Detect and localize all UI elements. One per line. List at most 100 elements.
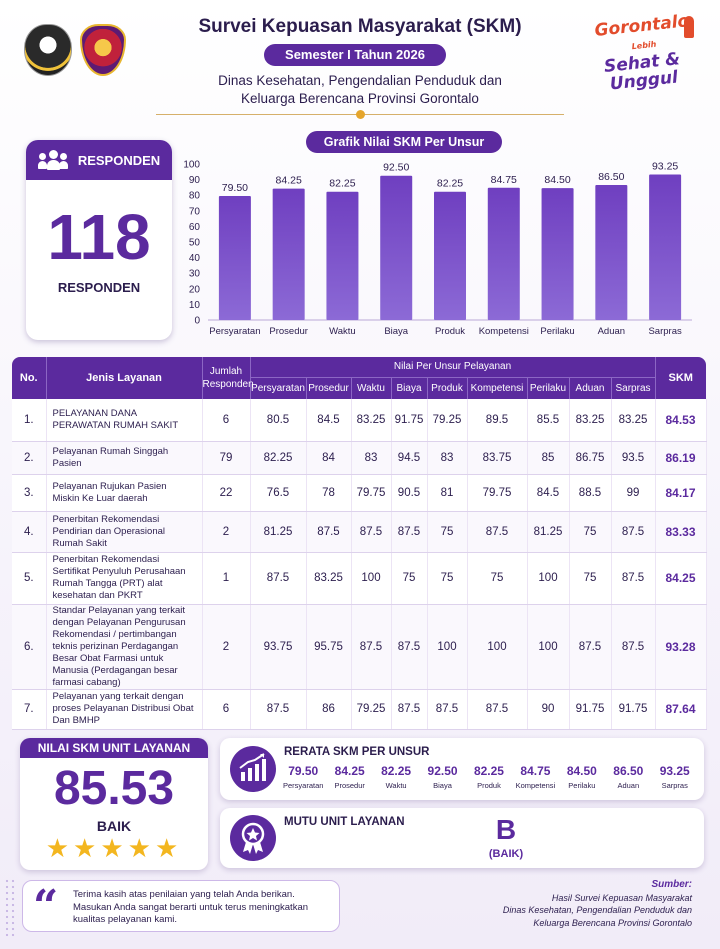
- unit-score: 79.75: [467, 474, 528, 512]
- rerata-label: Prosedur: [334, 781, 365, 790]
- unit-score: 87.5: [351, 604, 392, 690]
- unit-score: 95.75: [306, 604, 352, 690]
- quote-icon: “: [33, 881, 59, 932]
- respondent-count: 22: [202, 474, 251, 512]
- unit-score: 88.5: [569, 474, 612, 512]
- rerata-card: RERATA SKM PER UNSUR 79.50 Persyaratan 84.…: [220, 738, 704, 800]
- header-no: No.: [12, 357, 47, 399]
- rerata-label: Kompetensi: [515, 781, 556, 790]
- source-line-3: Keluarga Berencana Provinsi Gorontalo: [533, 917, 692, 928]
- unit-score: 75: [391, 552, 428, 605]
- brand-slogan-logo: Gorontalo Lebih Sehat & Unggul: [588, 11, 698, 94]
- thank-you-note: “ Terima kasih atas penilaian yang telah…: [22, 880, 340, 932]
- header-unit-aduan: Aduan: [569, 377, 612, 399]
- y-tick-label: 10: [189, 300, 201, 311]
- x-tick-label: Persyaratan: [209, 326, 260, 337]
- y-tick-label: 100: [183, 160, 200, 171]
- growth-chart-icon: [230, 746, 276, 792]
- x-tick-label: Sarpras: [648, 326, 682, 337]
- rerata-label: Sarpras: [661, 781, 688, 790]
- department-line-2: Keluarga Berencana Provinsi Gorontalo: [241, 91, 479, 106]
- row-number: 1.: [12, 399, 47, 442]
- table-row: 4. Penerbitan Rekomendasi Pendirian dan O…: [12, 511, 707, 553]
- unit-score: 82.25: [250, 441, 307, 475]
- unit-score: 83.25: [306, 552, 352, 605]
- unit-score: 100: [467, 604, 528, 690]
- unit-score: 85.5: [527, 399, 570, 442]
- table-row: 5. Penerbitan Rekomendasi Sertifikat Peny…: [12, 552, 707, 605]
- responden-count: 118: [47, 201, 151, 273]
- header-jumlah-responden: Jumlah Responden: [202, 357, 254, 399]
- rerata-item: 93.25 Sarpras: [652, 764, 698, 790]
- service-name: PELAYANAN DANA PERAWATAN RUMAH SAKIT: [46, 399, 203, 442]
- unit-score: 75: [569, 511, 612, 553]
- source-line-1: Hasil Survei Kepuasan Masyarakat: [551, 892, 692, 903]
- unit-score: 87.5: [467, 689, 528, 730]
- header-unit-prosedur: Prosedur: [306, 377, 352, 399]
- skm-score: 84.25: [655, 552, 707, 605]
- respondent-count: 2: [202, 604, 251, 690]
- rerata-item: 79.50 Persyaratan: [280, 764, 326, 790]
- skm-bar-chart: 0 10 20 30 40 50 60 70 80 90 100 79.50 Persyaratan 84…: [183, 160, 692, 337]
- table-row: 6. Standar Pelayanan yang terkait dengan …: [12, 604, 707, 690]
- unit-score: 84.5: [527, 474, 570, 512]
- bar-value-label: 86.50: [598, 171, 624, 183]
- x-tick-label: Kompetensi: [479, 326, 529, 337]
- chart-title: Grafik Nilai SKM Per Unsur: [306, 131, 502, 153]
- respondent-count: 6: [202, 689, 251, 730]
- unit-skm-value: 85.53: [53, 762, 175, 815]
- mutu-grade-label: (BAIK): [488, 848, 524, 860]
- unit-score: 87.5: [611, 552, 656, 605]
- row-number: 4.: [12, 511, 47, 553]
- header-unit-perilaku: Perilaku: [527, 377, 570, 399]
- y-tick-label: 50: [189, 238, 201, 249]
- bar-value-label: 93.25: [652, 161, 678, 173]
- x-tick-label: Waktu: [329, 326, 356, 337]
- skm-score: 84.17: [655, 474, 707, 512]
- unit-score: 87.5: [569, 604, 612, 690]
- header-skm: SKM: [655, 357, 707, 399]
- unit-score: 100: [527, 552, 570, 605]
- x-tick-label: Aduan: [598, 326, 625, 337]
- unit-score: 80.5: [250, 399, 307, 442]
- unit-score: 83: [427, 441, 468, 475]
- unit-skm-label: BAIK: [96, 818, 132, 834]
- table-row: 1. PELAYANAN DANA PERAWATAN RUMAH SAKIT 6 8…: [12, 399, 707, 442]
- unit-score: 93.75: [250, 604, 307, 690]
- bar-value-label: 84.25: [276, 175, 302, 187]
- unit-score: 86.75: [569, 441, 612, 475]
- rerata-value: 82.25: [473, 764, 504, 778]
- unit-score: 83.75: [467, 441, 528, 475]
- unit-score: 91.75: [611, 689, 656, 730]
- bar-kompetensi: [487, 187, 520, 320]
- rerata-item: 84.25 Prosedur: [326, 764, 372, 790]
- unit-score: 79.25: [427, 399, 468, 442]
- responden-header: RESPONDEN: [26, 140, 172, 180]
- bar-sarpras: [649, 174, 682, 320]
- thank-you-text: Terima kasih atas penilaian yang telah A…: [73, 889, 309, 925]
- row-number: 6.: [12, 604, 47, 690]
- table-row: 3. Pelayanan Rujukan Pasien Miskin Ke Lua…: [12, 474, 707, 512]
- y-tick-label: 60: [189, 222, 201, 233]
- unit-score: 87.5: [611, 511, 656, 553]
- bar-perilaku: [541, 188, 574, 320]
- service-name: Pelayanan Rumah Singgah Pasien: [46, 441, 203, 475]
- bar-value-label: 92.50: [383, 162, 409, 174]
- rerata-value: 79.50: [288, 764, 319, 778]
- unit-score: 75: [427, 511, 468, 553]
- unit-score: 89.5: [467, 399, 528, 442]
- logo-group: [24, 24, 126, 76]
- unit-score: 85: [527, 441, 570, 475]
- rerata-item: 86.50 Aduan: [605, 764, 651, 790]
- unit-score: 83: [351, 441, 392, 475]
- unit-score: 87.5: [250, 689, 307, 730]
- mutu-title: MUTU UNIT LAYANAN: [284, 816, 405, 828]
- y-tick-label: 20: [189, 284, 201, 295]
- bar-produk: [434, 191, 466, 320]
- rerata-value: 86.50: [613, 764, 644, 778]
- bar-value-label: 82.25: [329, 178, 355, 190]
- unit-score: 87.5: [427, 689, 468, 730]
- unit-score: 87.5: [351, 511, 392, 553]
- service-table: No. Jenis Layanan Jumlah Responden Nilai…: [12, 357, 707, 730]
- header-unit-produk: Produk: [427, 377, 468, 399]
